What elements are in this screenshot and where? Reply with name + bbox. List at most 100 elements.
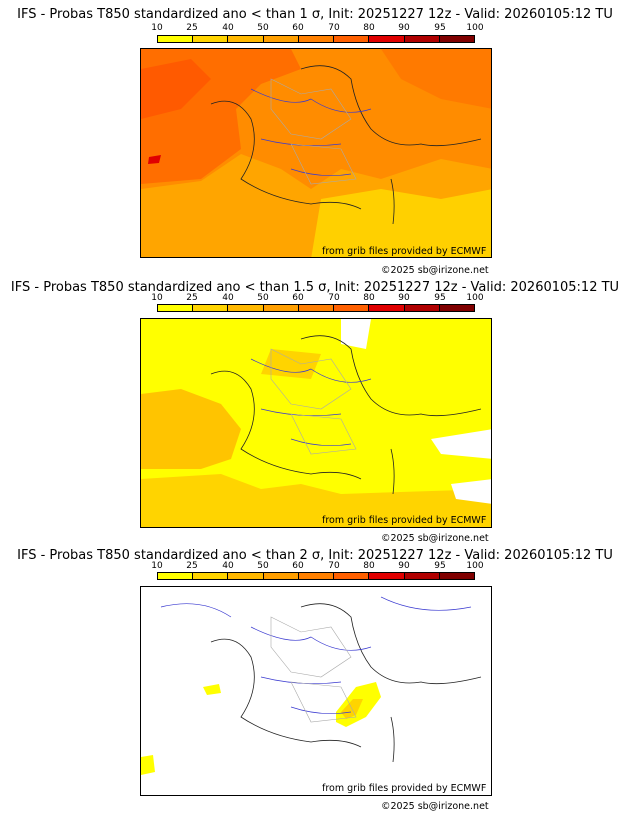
border-line	[300, 65, 482, 147]
tick-label: 90	[398, 23, 410, 33]
prob-field-max-spot	[148, 155, 161, 164]
panel-2-credit: from grib files provided by ECMWF	[322, 515, 487, 526]
tick-label: 10	[151, 561, 163, 571]
colorbar-segment	[404, 305, 440, 311]
tick-label: 100	[466, 23, 484, 33]
tick-label: 60	[292, 23, 304, 33]
tick-label: 95	[434, 561, 446, 571]
tick-label: 70	[328, 293, 340, 303]
tick-label: 50	[257, 23, 269, 33]
colorbar-segment	[298, 573, 335, 579]
panel-3-credit: from grib files provided by ECMWF	[322, 783, 487, 794]
panel-3-title: IFS - Probas T850 standardized ano < tha…	[17, 548, 613, 563]
tick-label: 25	[186, 23, 198, 33]
colorbar-segment	[369, 573, 405, 579]
colorbar-segment	[158, 36, 194, 42]
colorbar-segment	[439, 573, 474, 579]
colorbar-segment	[228, 305, 264, 311]
tick-label: 40	[222, 293, 234, 303]
prob-field-spot-southwest	[141, 755, 155, 775]
admin-boundaries	[270, 348, 357, 455]
prob-field-south	[141, 474, 491, 527]
tick-label: 25	[186, 561, 198, 571]
tick-label: 10	[151, 23, 163, 33]
panel-1-copyright: ©2025 sb@irizone.net	[381, 265, 489, 276]
prob-field-med	[311, 189, 491, 257]
tick-label: 80	[363, 23, 375, 33]
colorbar-segment	[334, 305, 370, 311]
tick-label: 80	[363, 293, 375, 303]
border-line	[300, 335, 482, 417]
colorbar-segment	[439, 36, 474, 42]
prob-field-high-core	[141, 59, 211, 119]
admin-boundaries	[270, 616, 357, 723]
colorbar-segment	[439, 305, 474, 311]
panel-1-title: IFS - Probas T850 standardized ano < tha…	[17, 7, 613, 22]
colorbar-segment	[228, 573, 264, 579]
tick-label: 90	[398, 293, 410, 303]
panel-1-map	[140, 48, 492, 258]
admin-boundaries	[270, 78, 357, 185]
tick-label: 40	[222, 561, 234, 571]
no-prob-area-east	[431, 429, 491, 504]
tick-label: 60	[292, 561, 304, 571]
tick-label: 100	[466, 561, 484, 571]
tick-label: 70	[328, 561, 340, 571]
panel-1-credit: from grib files provided by ECMWF	[322, 246, 487, 257]
colorbar-segment	[158, 573, 194, 579]
colorbar-segment	[404, 36, 440, 42]
panel-1-colorbar	[157, 35, 475, 43]
panel-3-copyright: ©2025 sb@irizone.net	[381, 801, 489, 812]
tick-label: 70	[328, 23, 340, 33]
prob-field-west	[141, 389, 241, 469]
panel-1-map-svg	[141, 49, 491, 257]
colorbar-segment	[158, 305, 194, 311]
panel-2-title: IFS - Probas T850 standardized ano < tha…	[10, 280, 620, 295]
prob-field-northeast	[381, 49, 491, 109]
panel-2-copyright: ©2025 sb@irizone.net	[381, 533, 489, 544]
colorbar-segment	[228, 36, 264, 42]
panel-2-colorbar	[157, 304, 475, 312]
colorbar-segment	[404, 573, 440, 579]
colorbar-segment	[193, 36, 229, 42]
tick-label: 60	[292, 293, 304, 303]
border-line	[300, 603, 482, 685]
colorbar-segment	[369, 305, 405, 311]
colorbar-segment	[263, 573, 299, 579]
colorbar-segment	[369, 36, 405, 42]
island-coast	[390, 448, 395, 495]
colorbar-segment	[334, 573, 370, 579]
no-prob-area	[341, 319, 371, 349]
colorbar-segment	[193, 305, 229, 311]
prob-field-north	[261, 349, 321, 379]
coastline	[210, 638, 362, 748]
panel-1-colorbar-ticks: 10 25 40 50 60 70 80 90 95 100	[151, 23, 483, 34]
colorbar-segment	[263, 305, 299, 311]
coastline	[210, 370, 362, 480]
tick-label: 40	[222, 23, 234, 33]
panel-2-map	[140, 318, 492, 528]
tick-label: 100	[466, 293, 484, 303]
panel-2-map-svg	[141, 319, 491, 527]
prob-field-spot-west	[203, 684, 221, 695]
tick-label: 10	[151, 293, 163, 303]
coastline	[210, 100, 362, 210]
tick-label: 25	[186, 293, 198, 303]
panel-3-colorbar-ticks: 10 25 40 50 60 70 80 90 95 100	[151, 561, 483, 572]
panel-2-colorbar-ticks: 10 25 40 50 60 70 80 90 95 100	[151, 293, 483, 304]
colorbar-segment	[193, 573, 229, 579]
colorbar-segment	[334, 36, 370, 42]
colorbar-segment	[298, 36, 335, 42]
colorbar-segment	[263, 36, 299, 42]
panel-3-map	[140, 586, 492, 796]
tick-label: 95	[434, 293, 446, 303]
tick-label: 80	[363, 561, 375, 571]
tick-label: 50	[257, 293, 269, 303]
tick-label: 90	[398, 561, 410, 571]
island-coast	[390, 716, 395, 763]
panel-3-colorbar	[157, 572, 475, 580]
panel-3-map-svg	[141, 587, 491, 795]
tick-label: 95	[434, 23, 446, 33]
prob-field-base	[141, 587, 491, 795]
tick-label: 50	[257, 561, 269, 571]
